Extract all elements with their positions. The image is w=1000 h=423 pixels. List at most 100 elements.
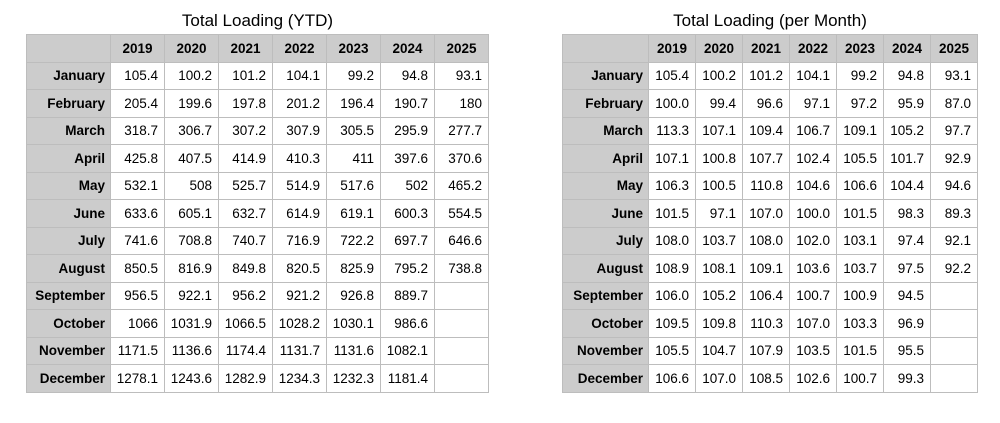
value-cell: 100.7 — [836, 364, 884, 393]
value-cell: 105.2 — [695, 281, 743, 310]
header-corner — [562, 34, 649, 63]
value-cell: 108.9 — [648, 254, 696, 283]
table-row: September 106.0 105.2 106.4 100.7 100.9 94.5 — [562, 281, 978, 310]
value-cell: 95.5 — [883, 336, 931, 365]
table-row: July 108.0 103.7 108.0 102.0 103.1 97.4 92.1 — [562, 226, 978, 255]
value-cell: 94.8 — [380, 61, 435, 90]
value-cell: 93.1 — [930, 61, 978, 90]
value-cell: 697.7 — [380, 226, 435, 255]
month-label: October — [562, 309, 649, 338]
value-cell: 741.6 — [110, 226, 165, 255]
year-header: 2025 — [434, 34, 489, 63]
value-cell: 306.7 — [164, 116, 219, 145]
month-label: May — [562, 171, 649, 200]
table-row: June 101.5 97.1 107.0 100.0 101.5 98.3 89.3 — [562, 199, 978, 228]
value-cell: 277.7 — [434, 116, 489, 145]
value-cell: 106.3 — [648, 171, 696, 200]
value-cell: 104.1 — [272, 61, 327, 90]
value-cell: 105.5 — [836, 144, 884, 173]
table-row: January 105.4 100.2 101.2 104.1 99.2 94.8 93.1 — [26, 61, 489, 90]
value-cell: 105.4 — [110, 61, 165, 90]
value-cell: 100.2 — [164, 61, 219, 90]
value-cell: 97.4 — [883, 226, 931, 255]
value-cell: 107.1 — [648, 144, 696, 173]
value-cell: 101.2 — [218, 61, 273, 90]
value-cell: 738.8 — [434, 254, 489, 283]
value-cell: 103.1 — [836, 226, 884, 255]
value-cell: 722.2 — [326, 226, 381, 255]
value-cell: 104.1 — [789, 61, 837, 90]
value-cell: 411 — [326, 144, 381, 173]
value-cell: 97.2 — [836, 89, 884, 118]
value-cell: 525.7 — [218, 171, 273, 200]
value-cell: 410.3 — [272, 144, 327, 173]
year-header: 2024 — [883, 34, 931, 63]
value-cell: 1082.1 — [380, 336, 435, 365]
table-row: August 108.9 108.1 109.1 103.6 103.7 97.5 92.2 — [562, 254, 978, 283]
table-row: March 113.3 107.1 109.4 106.7 109.1 105.2 97.7 — [562, 116, 978, 145]
month-label: August — [562, 254, 649, 283]
year-header: 2020 — [164, 34, 219, 63]
value-cell: 113.3 — [648, 116, 696, 145]
value-cell: 96.6 — [742, 89, 790, 118]
value-cell: 103.7 — [836, 254, 884, 283]
year-header: 2021 — [742, 34, 790, 63]
value-cell: 109.8 — [695, 309, 743, 338]
value-cell: 102.6 — [789, 364, 837, 393]
month-label: March — [26, 116, 111, 145]
value-cell: 97.7 — [930, 116, 978, 145]
per-month-panel: Total Loading (per Month) 2019 2020 2021 20… — [562, 8, 978, 393]
value-cell: 100.0 — [789, 199, 837, 228]
month-label: January — [562, 61, 649, 90]
year-header: 2023 — [836, 34, 884, 63]
header-corner — [26, 34, 111, 63]
table-row: April 425.8 407.5 414.9 410.3 411 397.6 370.6 — [26, 144, 489, 173]
value-cell: 101.2 — [742, 61, 790, 90]
value-cell: 106.0 — [648, 281, 696, 310]
table-row: May 532.1 508 525.7 514.9 517.6 502 465.2 — [26, 171, 489, 200]
value-cell: 102.4 — [789, 144, 837, 173]
value-cell: 92.9 — [930, 144, 978, 173]
value-cell: 1131.6 — [326, 336, 381, 365]
value-cell: 105.2 — [883, 116, 931, 145]
value-cell: 101.7 — [883, 144, 931, 173]
value-cell — [434, 336, 489, 365]
value-cell: 816.9 — [164, 254, 219, 283]
value-cell: 107.9 — [742, 336, 790, 365]
month-label: June — [562, 199, 649, 228]
month-label: February — [562, 89, 649, 118]
value-cell — [930, 364, 978, 393]
value-cell: 103.6 — [789, 254, 837, 283]
table-row: March 318.7 306.7 307.2 307.9 305.5 295.9 277.7 — [26, 116, 489, 145]
year-header: 2019 — [110, 34, 165, 63]
month-label: July — [26, 226, 111, 255]
value-cell: 517.6 — [326, 171, 381, 200]
year-header: 2023 — [326, 34, 381, 63]
value-cell: 94.6 — [930, 171, 978, 200]
value-cell: 109.5 — [648, 309, 696, 338]
value-cell: 514.9 — [272, 171, 327, 200]
month-label: February — [26, 89, 111, 118]
value-cell: 99.2 — [836, 61, 884, 90]
value-cell: 89.3 — [930, 199, 978, 228]
value-cell: 109.4 — [742, 116, 790, 145]
table-row: November 105.5 104.7 107.9 103.5 101.5 95.5 — [562, 336, 978, 365]
value-cell: 1031.9 — [164, 309, 219, 338]
value-cell: 107.0 — [742, 199, 790, 228]
year-header: 2022 — [789, 34, 837, 63]
table-row: August 850.5 816.9 849.8 820.5 825.9 795.2 738.… — [26, 254, 489, 283]
month-label: December — [26, 364, 111, 393]
value-cell: 106.6 — [648, 364, 696, 393]
value-cell: 849.8 — [218, 254, 273, 283]
value-cell: 633.6 — [110, 199, 165, 228]
value-cell: 295.9 — [380, 116, 435, 145]
table-row: January 105.4 100.2 101.2 104.1 99.2 94.8 93.1 — [562, 61, 978, 90]
value-cell: 397.6 — [380, 144, 435, 173]
value-cell: 105.4 — [648, 61, 696, 90]
value-cell: 1131.7 — [272, 336, 327, 365]
ytd-table: 2019 2020 2021 2022 2023 2024 2025 January 105.4… — [26, 34, 489, 393]
month-label: December — [562, 364, 649, 393]
value-cell: 93.1 — [434, 61, 489, 90]
value-cell: 370.6 — [434, 144, 489, 173]
value-cell: 104.4 — [883, 171, 931, 200]
